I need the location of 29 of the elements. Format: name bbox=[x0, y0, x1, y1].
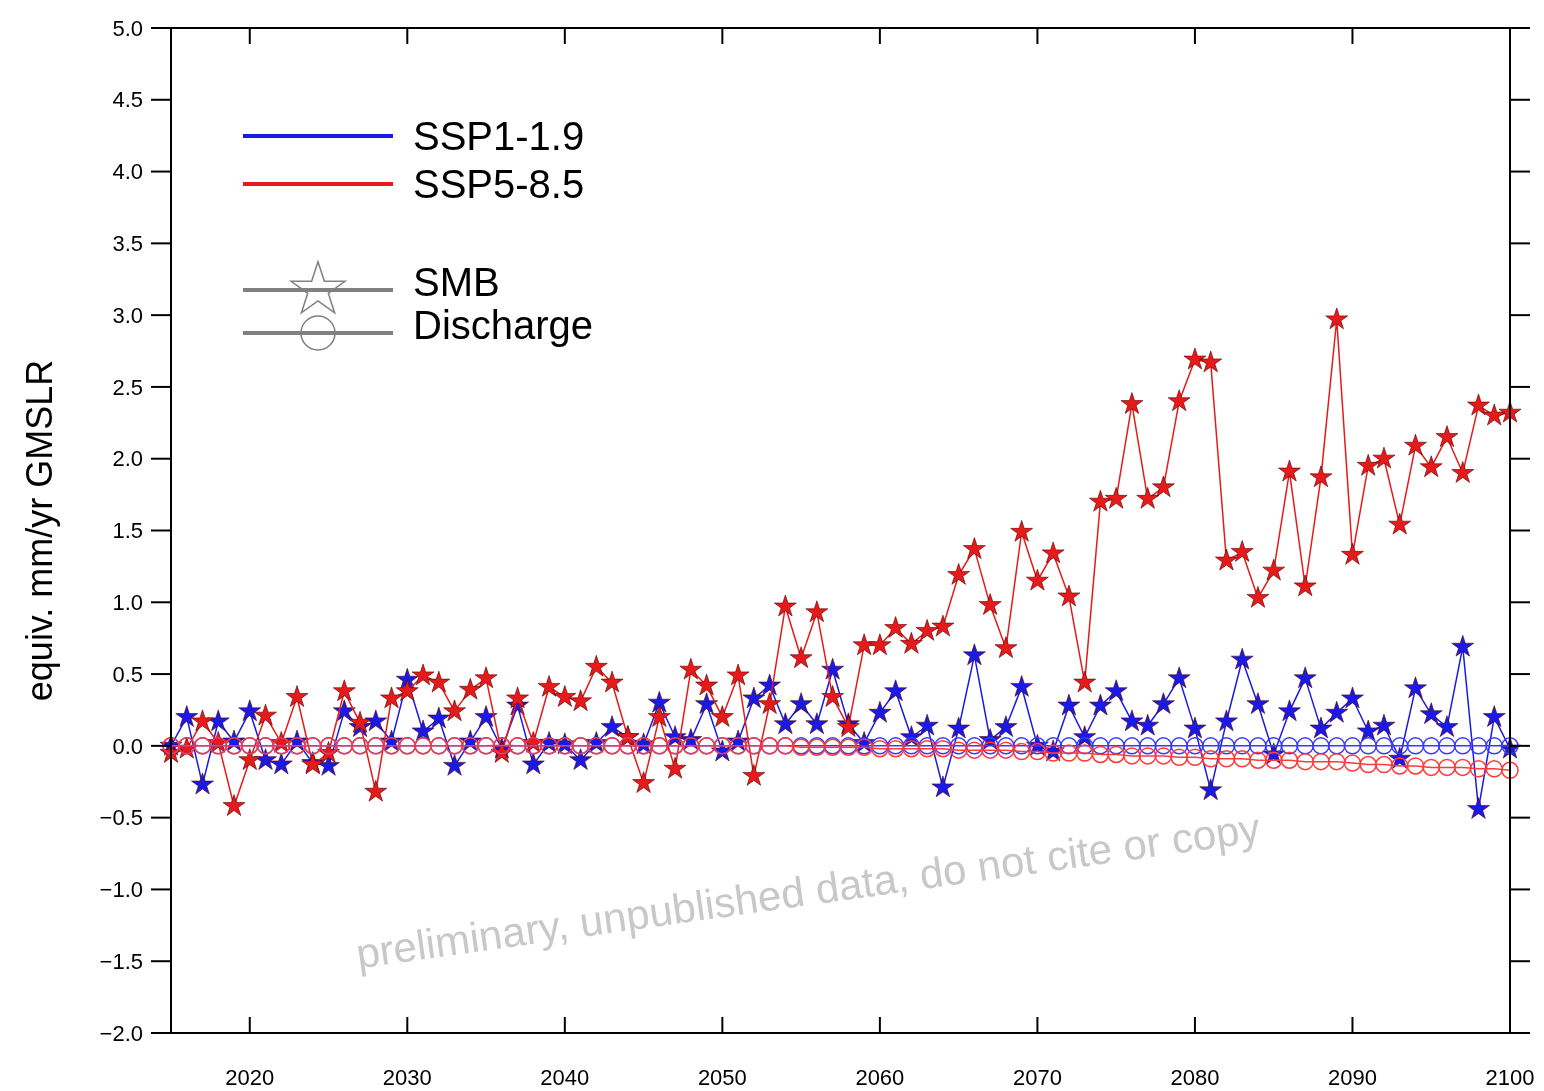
x-tick-label: 2100 bbox=[1485, 1065, 1535, 1090]
legend-label: SSP5-8.5 bbox=[413, 162, 585, 206]
annotation: Discharge bbox=[413, 303, 594, 347]
y-tick-label: 4.5 bbox=[112, 87, 143, 113]
y-tick-label: 3.0 bbox=[112, 302, 143, 328]
y-tick-label: 2.5 bbox=[112, 374, 143, 400]
y-axis-title: equiv. mm/yr GMSLR bbox=[19, 359, 60, 702]
y-tick-label: 5.0 bbox=[112, 15, 143, 41]
y-tick-label: −2.0 bbox=[99, 1020, 143, 1046]
x-tick-label: 2090 bbox=[1327, 1065, 1377, 1090]
y-tick-label: −1.5 bbox=[99, 948, 143, 974]
x-tick-label: 2040 bbox=[540, 1065, 590, 1090]
y-tick-label: 1.0 bbox=[112, 589, 143, 615]
x-tick-label: 2070 bbox=[1012, 1065, 1062, 1090]
x-tick-label: 2060 bbox=[855, 1065, 905, 1090]
annotation: SMB bbox=[413, 260, 500, 304]
y-tick-label: 4.0 bbox=[112, 159, 143, 185]
x-tick-label: 2080 bbox=[1170, 1065, 1220, 1090]
y-tick-label: −1.0 bbox=[99, 877, 143, 903]
y-tick-label: 2.0 bbox=[112, 446, 143, 472]
y-tick-label: 0.5 bbox=[112, 661, 143, 687]
x-tick-label: 2030 bbox=[382, 1065, 432, 1090]
y-tick-label: −0.5 bbox=[99, 805, 143, 831]
x-tick-label: 2020 bbox=[225, 1065, 275, 1090]
y-tick-label: 1.5 bbox=[112, 518, 143, 544]
x-tick-label: 2050 bbox=[697, 1065, 747, 1090]
legend-label: SSP1-1.9 bbox=[413, 114, 585, 158]
y-tick-label: 3.5 bbox=[112, 231, 143, 257]
y-tick-label: 0.0 bbox=[112, 733, 143, 759]
